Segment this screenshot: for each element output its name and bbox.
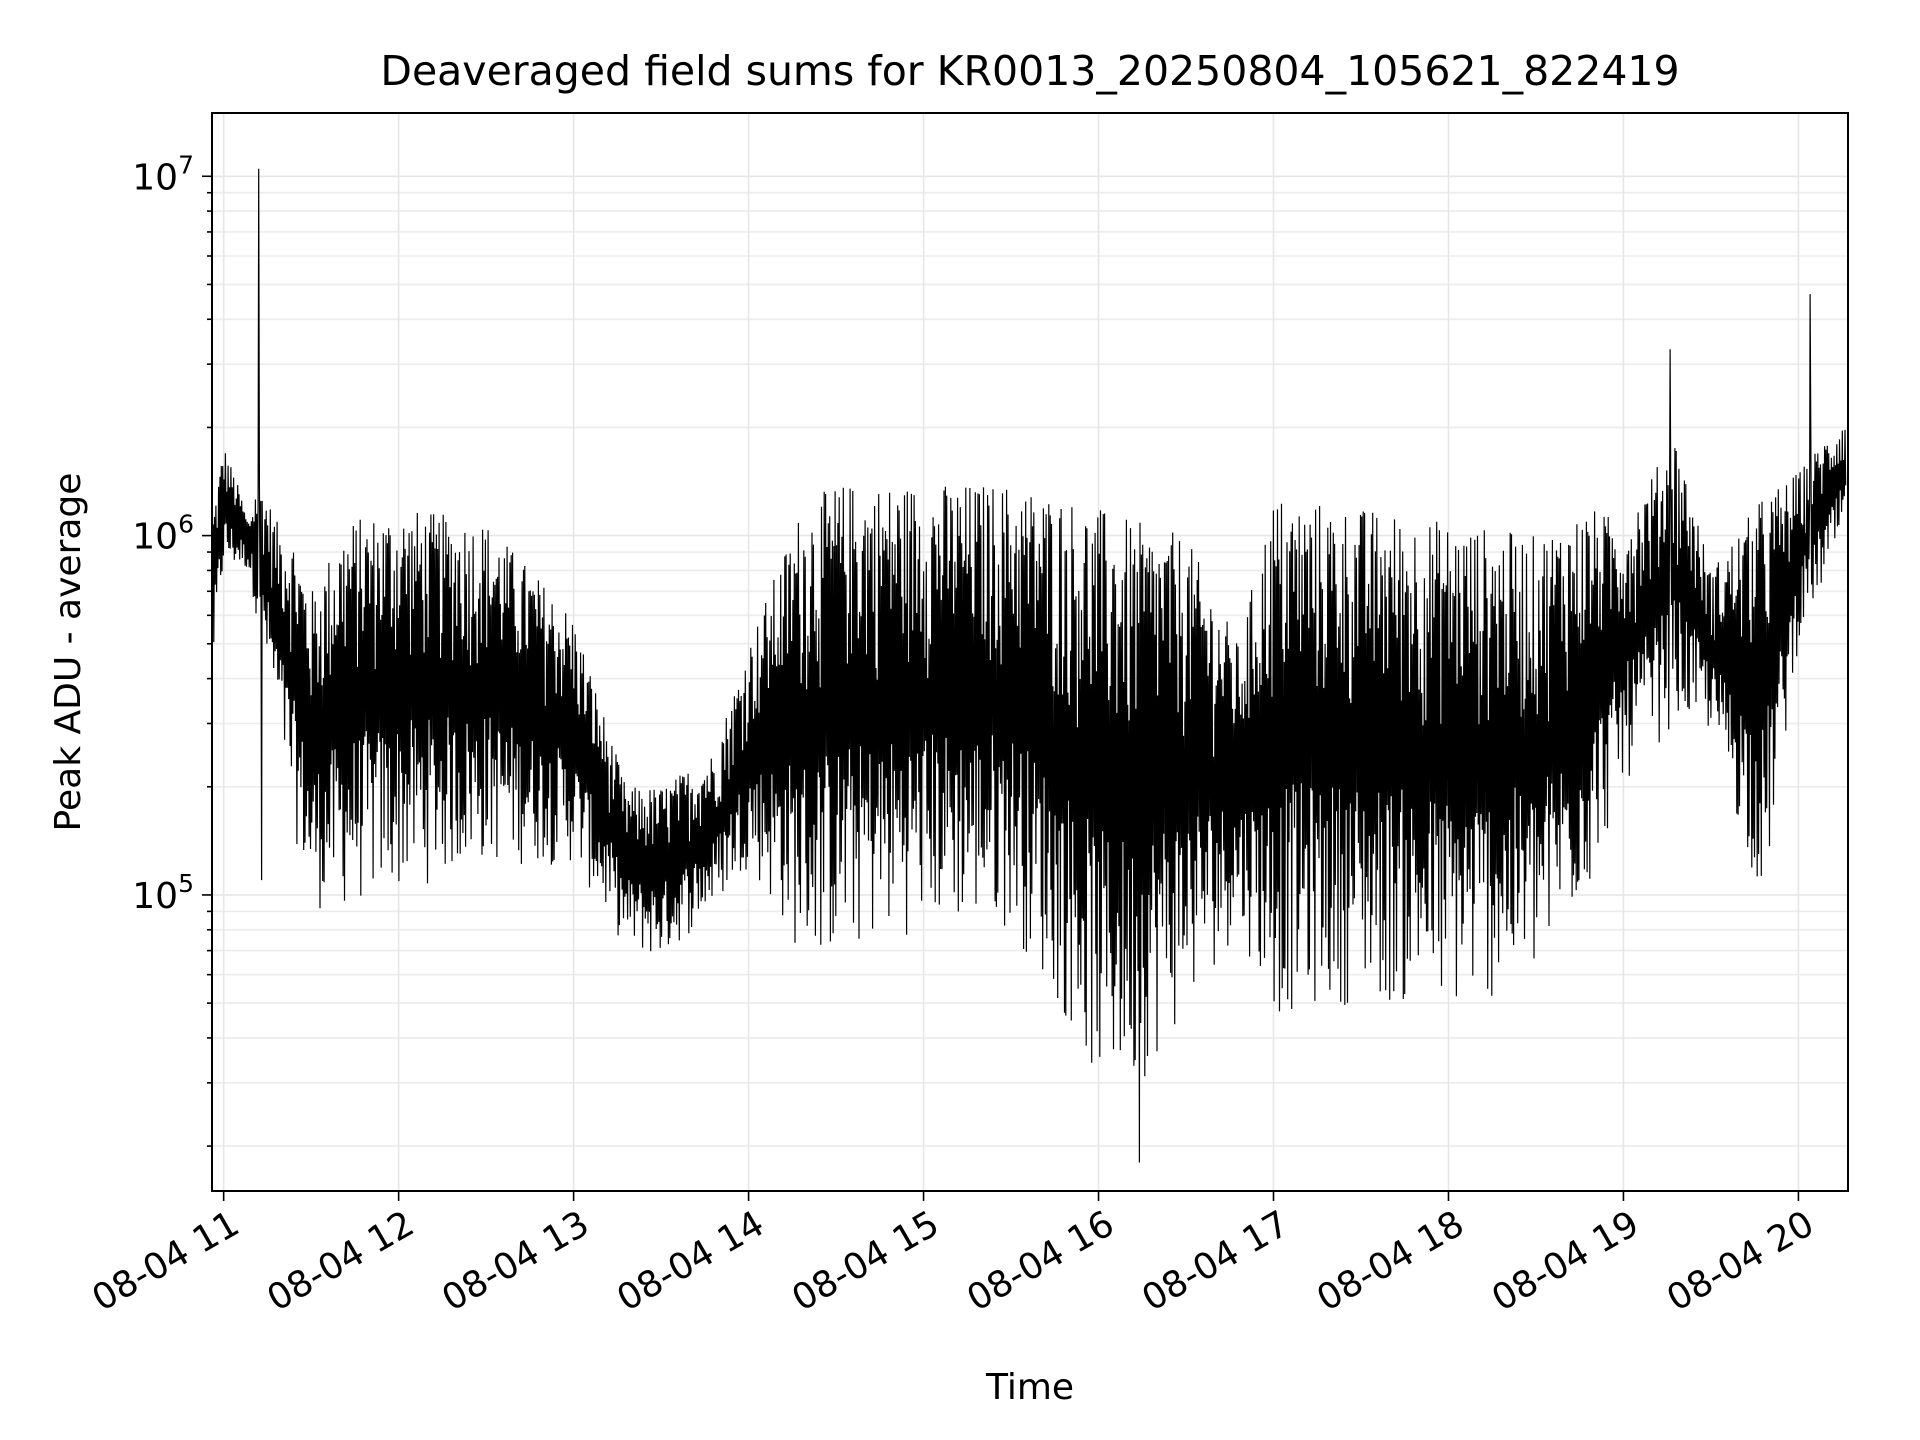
series-line xyxy=(212,168,1847,1163)
chart-title: Deaveraged field sums for KR0013_2025080… xyxy=(380,47,1679,95)
y-tick-label: 106 xyxy=(132,510,194,558)
y-axis-label: Peak ADU - average xyxy=(48,473,89,832)
series-line-group xyxy=(212,168,1847,1163)
y-tick-label: 107 xyxy=(132,150,194,198)
plot-frame xyxy=(211,112,1849,1192)
x-axis-label: Time xyxy=(985,1367,1074,1408)
y-tick-label: 105 xyxy=(132,869,194,917)
